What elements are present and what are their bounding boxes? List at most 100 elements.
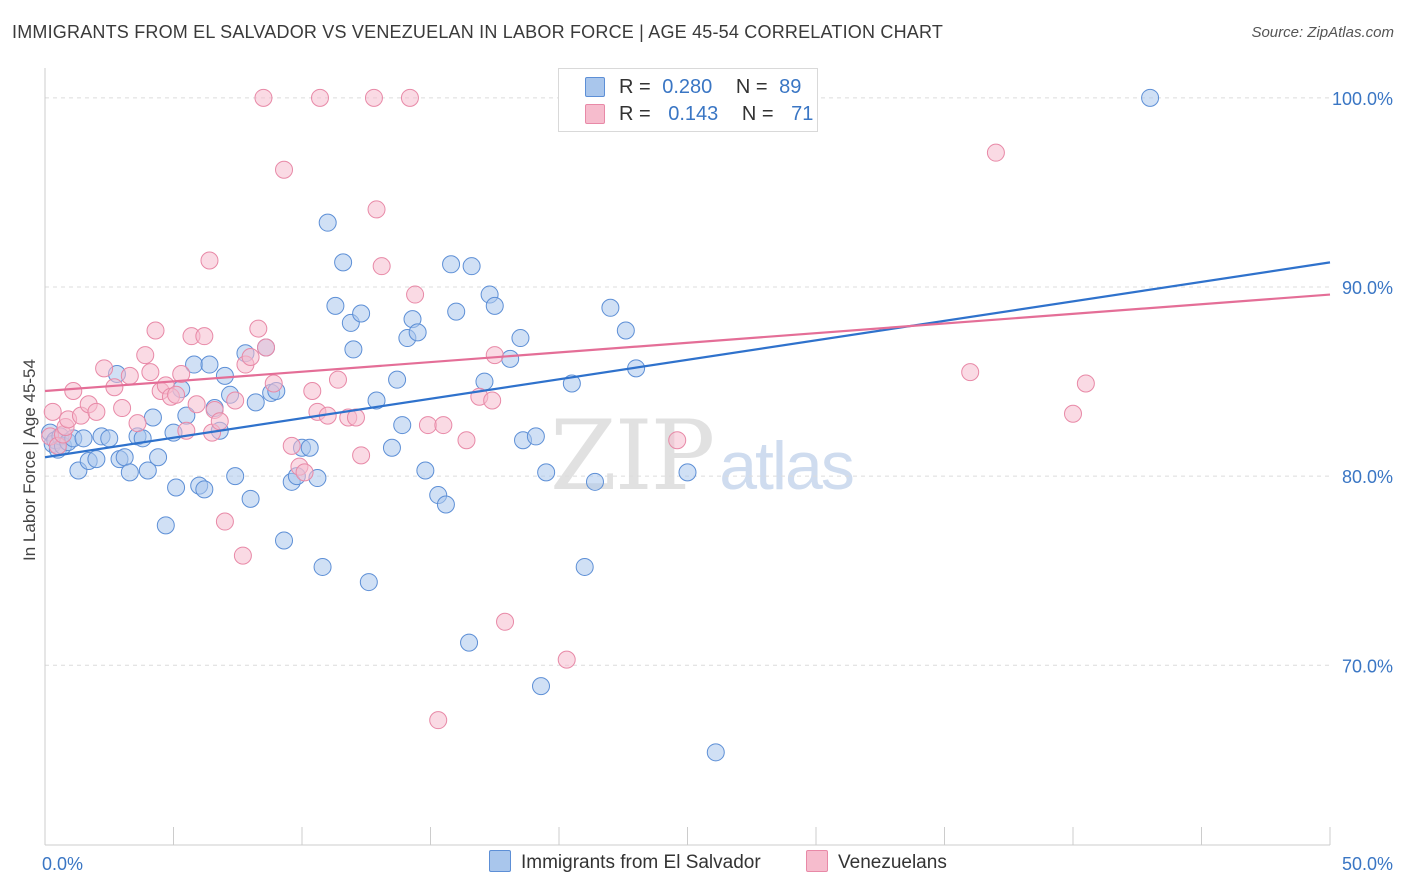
venezuelan-point — [367, 200, 386, 219]
el-salvador-point — [367, 391, 386, 410]
venezuelan-point — [434, 416, 453, 435]
y-tick-label: 70.0% — [1342, 656, 1393, 676]
bottom-legend-label: Immigrants from El Salvador — [521, 852, 761, 873]
el-salvador-point — [562, 374, 581, 393]
el-salvador-point — [300, 438, 319, 457]
venezuelan-point — [457, 431, 476, 450]
el-salvador-trend-line — [44, 261, 1331, 459]
el-salvador-point — [501, 349, 520, 368]
bottom-legend-label: Venezuelans — [838, 852, 947, 873]
el-salvador-point — [334, 253, 353, 272]
bottom-legend-swatch-pink — [806, 850, 828, 872]
venezuelan-point — [172, 365, 191, 383]
el-salvador-point — [167, 478, 186, 497]
el-salvador-point — [511, 329, 530, 348]
el-salvador-point — [475, 372, 494, 391]
legend-n-value: 89 — [779, 76, 802, 98]
venezuelan-point — [264, 374, 283, 393]
el-salvador-point — [393, 416, 412, 435]
venezuelan-point — [986, 143, 1005, 162]
chart-title: IMMIGRANTS FROM EL SALVADOR VS VENEZUELA… — [12, 22, 944, 42]
venezuelan-point — [128, 414, 147, 433]
el-salvador-point — [352, 304, 371, 323]
el-salvador-point — [115, 448, 134, 467]
correlation-legend: R = 0.280 N = 89 R = 0.143 N = 71 — [558, 68, 818, 132]
venezuelan-point — [406, 285, 425, 304]
legend-swatch-blue — [585, 77, 605, 97]
venezuelan-point — [372, 257, 391, 276]
el-salvador-point — [149, 448, 168, 467]
el-salvador-point — [241, 489, 260, 508]
venezuelan-point — [668, 431, 687, 450]
el-salvador-point — [460, 633, 479, 652]
el-salvador-point — [1141, 88, 1160, 107]
el-salvador-point — [100, 429, 119, 448]
venezuelan-point — [43, 402, 62, 421]
legend-swatch-pink — [585, 104, 605, 124]
x-tick-label: 50.0% — [1342, 854, 1393, 874]
el-salvador-point — [388, 370, 407, 389]
el-salvador-point — [532, 677, 551, 696]
venezuelan-point — [233, 546, 252, 565]
venezuelan-point — [195, 327, 214, 346]
venezuelan-point — [210, 412, 229, 431]
el-salvador-point — [462, 257, 481, 276]
y-tick-label: 100.0% — [1332, 89, 1393, 109]
venezuelan-point — [429, 711, 448, 730]
venezuelan-point — [226, 391, 245, 410]
y-tick-label: 80.0% — [1342, 467, 1393, 487]
el-salvador-point — [447, 302, 466, 321]
venezuelan-point — [215, 512, 234, 531]
el-salvador-point — [436, 495, 455, 514]
venezuelan-point — [275, 160, 294, 179]
el-salvador-point — [616, 321, 635, 340]
y-tick-label: 90.0% — [1342, 278, 1393, 298]
el-salvador-point — [485, 296, 504, 315]
venezuelan-point — [352, 446, 371, 465]
watermark-zip: ZIP — [550, 400, 715, 512]
venezuelan-point — [120, 366, 139, 385]
el-salvador-point — [246, 393, 265, 412]
y-axis-label: In Labor Force | Age 45-54 — [20, 359, 39, 561]
legend-n-label: N = — [735, 76, 768, 98]
bottom-legend-el-salvador: Immigrants from El Salvador — [489, 850, 761, 874]
el-salvador-point — [408, 323, 427, 342]
venezuelan-point — [146, 321, 165, 340]
venezuelan-point — [1076, 374, 1095, 393]
el-salvador-point — [74, 429, 93, 448]
legend-n-label: N = — [741, 103, 774, 125]
el-salvador-point — [143, 408, 162, 427]
el-salvador-point — [706, 743, 725, 762]
legend-r-value: 0.280 — [662, 76, 713, 98]
watermark: ZIPatlas — [550, 400, 855, 512]
el-salvador-point — [678, 463, 697, 482]
el-salvador-point — [87, 450, 106, 469]
el-salvador-point — [275, 531, 294, 550]
bottom-legend-venezuelans: Venezuelans — [806, 850, 947, 874]
venezuelan-point — [328, 370, 347, 389]
venezuelan-point — [496, 612, 515, 631]
el-salvador-point — [416, 461, 435, 480]
venezuelan-point — [113, 399, 132, 418]
legend-r-label: R = — [619, 76, 651, 98]
bottom-legend-swatch-blue — [489, 850, 511, 872]
el-salvador-point — [195, 480, 214, 499]
venezuelan-point — [254, 88, 273, 107]
el-salvador-point — [601, 298, 620, 317]
venezuelan-point — [136, 346, 155, 365]
venezuelan-point — [200, 251, 219, 270]
venezuelan-point — [64, 382, 83, 401]
watermark-atlas: atlas — [719, 428, 855, 504]
venezuelan-point — [557, 650, 576, 669]
el-salvador-point — [200, 355, 219, 374]
el-salvador-point — [156, 516, 175, 535]
el-salvador-point — [226, 467, 245, 486]
el-salvador-point — [359, 573, 378, 592]
el-salvador-point — [313, 557, 332, 576]
legend-r-label: R = — [619, 103, 651, 125]
venezuelan-point — [1064, 404, 1082, 423]
source-label: Source: ZipAtlas.com — [1251, 24, 1394, 41]
venezuelan-point — [295, 463, 314, 482]
venezuelan-point — [961, 363, 980, 382]
